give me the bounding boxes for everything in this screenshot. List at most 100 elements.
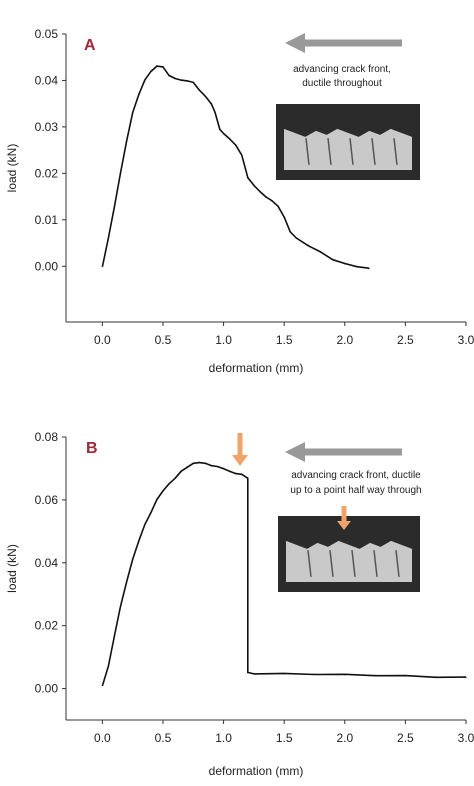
data-point xyxy=(368,268,370,270)
data-point xyxy=(113,205,116,207)
y-tick-label: 0.03 xyxy=(35,120,59,134)
annotation-text: up to a point half way through xyxy=(290,485,421,496)
y-tick-label: 0.04 xyxy=(35,73,59,87)
data-point xyxy=(223,467,225,469)
annotation-text: advancing crack front, ductile xyxy=(291,470,421,481)
data-point xyxy=(186,466,188,468)
image-marker-arrow-icon xyxy=(337,521,351,530)
data-point xyxy=(119,606,122,608)
crack-direction-arrow-icon xyxy=(285,33,305,53)
specimen-region xyxy=(286,540,412,582)
x-tick-label: 0.0 xyxy=(94,333,111,347)
data-point xyxy=(235,472,237,474)
chart-panel-b: 0.00 0.02 0.04 0.06 0.08 0.0 0.5 1.0 1.5 2.0 2.5 3.… xyxy=(5,430,474,778)
data-point xyxy=(180,471,182,473)
crack-mark xyxy=(351,550,356,577)
data-point xyxy=(210,464,213,466)
data-point xyxy=(277,205,279,207)
panel-label: B xyxy=(86,440,98,457)
x-tick-label: 2.5 xyxy=(397,333,414,347)
data-point xyxy=(313,673,316,675)
data-point xyxy=(319,251,322,253)
crack-mark xyxy=(395,550,400,577)
data-point xyxy=(156,499,158,501)
data-point xyxy=(295,237,297,239)
x-tick-label: 2.0 xyxy=(336,731,353,745)
chart-panel-a: 0.00 0.01 0.02 0.03 0.04 0.05 0.0 0.5 1.0 1.5 2.0 2… xyxy=(5,27,474,375)
data-point xyxy=(210,103,213,105)
panel-label: A xyxy=(84,37,96,54)
fracture-surface-image xyxy=(278,516,420,592)
data-point xyxy=(265,196,267,198)
annotation-text: advancing crack front, xyxy=(293,64,391,75)
y-tick-label: 0.05 xyxy=(35,27,59,41)
data-point xyxy=(156,65,158,68)
data-point xyxy=(186,79,188,82)
crack-mark xyxy=(329,550,334,577)
data-point xyxy=(214,112,216,114)
data-point xyxy=(289,230,291,232)
data-point xyxy=(283,216,285,219)
data-point xyxy=(150,70,152,72)
crack-mark xyxy=(393,138,398,165)
y-tick-label: 0.08 xyxy=(35,430,59,444)
data-point xyxy=(247,477,249,479)
data-point xyxy=(216,466,219,468)
data-series-line xyxy=(101,461,467,687)
data-point xyxy=(219,128,221,130)
data-point xyxy=(198,461,200,463)
x-tick-label: 2.5 xyxy=(397,731,414,745)
x-tick-label: 0.0 xyxy=(94,731,111,745)
data-point xyxy=(283,673,285,675)
data-point xyxy=(132,112,134,114)
data-point xyxy=(107,237,109,239)
annotation-text: ductile throughout xyxy=(302,78,382,89)
data-point xyxy=(162,489,164,492)
crack-mark xyxy=(349,138,354,165)
y-axis-label: load (kN) xyxy=(5,144,19,193)
crack-direction-arrow-icon xyxy=(285,442,305,462)
y-tick-label: 0.01 xyxy=(35,213,59,227)
data-point xyxy=(168,483,170,485)
data-point xyxy=(259,191,261,193)
data-point xyxy=(150,511,152,514)
data-point xyxy=(107,665,109,668)
x-tick-label: 3.0 xyxy=(458,333,474,347)
data-point xyxy=(101,265,103,267)
fracture-point-arrow-icon xyxy=(232,455,248,466)
x-tick-label: 1.5 xyxy=(276,333,293,347)
data-point xyxy=(241,474,243,476)
data-series-line xyxy=(101,65,370,269)
y-tick-label: 0.00 xyxy=(35,682,59,696)
data-point xyxy=(162,65,164,68)
data-point xyxy=(344,674,346,676)
data-point xyxy=(374,674,376,676)
fracture-surface-image xyxy=(276,104,420,180)
data-point xyxy=(332,258,334,260)
data-point xyxy=(113,634,116,636)
x-tick-label: 1.5 xyxy=(276,731,293,745)
data-point xyxy=(168,75,170,77)
data-point xyxy=(192,82,194,84)
data-point xyxy=(435,676,437,678)
data-point xyxy=(307,244,309,246)
data-point xyxy=(247,177,249,179)
x-tick-label: 1.0 xyxy=(215,731,232,745)
y-tick-label: 0.06 xyxy=(35,493,59,507)
data-point xyxy=(241,154,243,156)
crack-mark xyxy=(305,138,310,165)
x-tick-label: 1.0 xyxy=(215,333,232,347)
data-point xyxy=(174,77,176,79)
data-point xyxy=(247,672,249,674)
data-point xyxy=(253,672,255,675)
data-point xyxy=(465,676,467,679)
y-tick-label: 0.02 xyxy=(35,166,59,180)
specimen-region xyxy=(284,128,412,170)
x-tick-label: 2.0 xyxy=(336,333,353,347)
crack-mark xyxy=(371,138,376,165)
data-point xyxy=(192,463,194,465)
data-point xyxy=(271,200,273,202)
data-point xyxy=(101,684,103,687)
data-point xyxy=(138,540,140,542)
data-point xyxy=(138,93,140,95)
